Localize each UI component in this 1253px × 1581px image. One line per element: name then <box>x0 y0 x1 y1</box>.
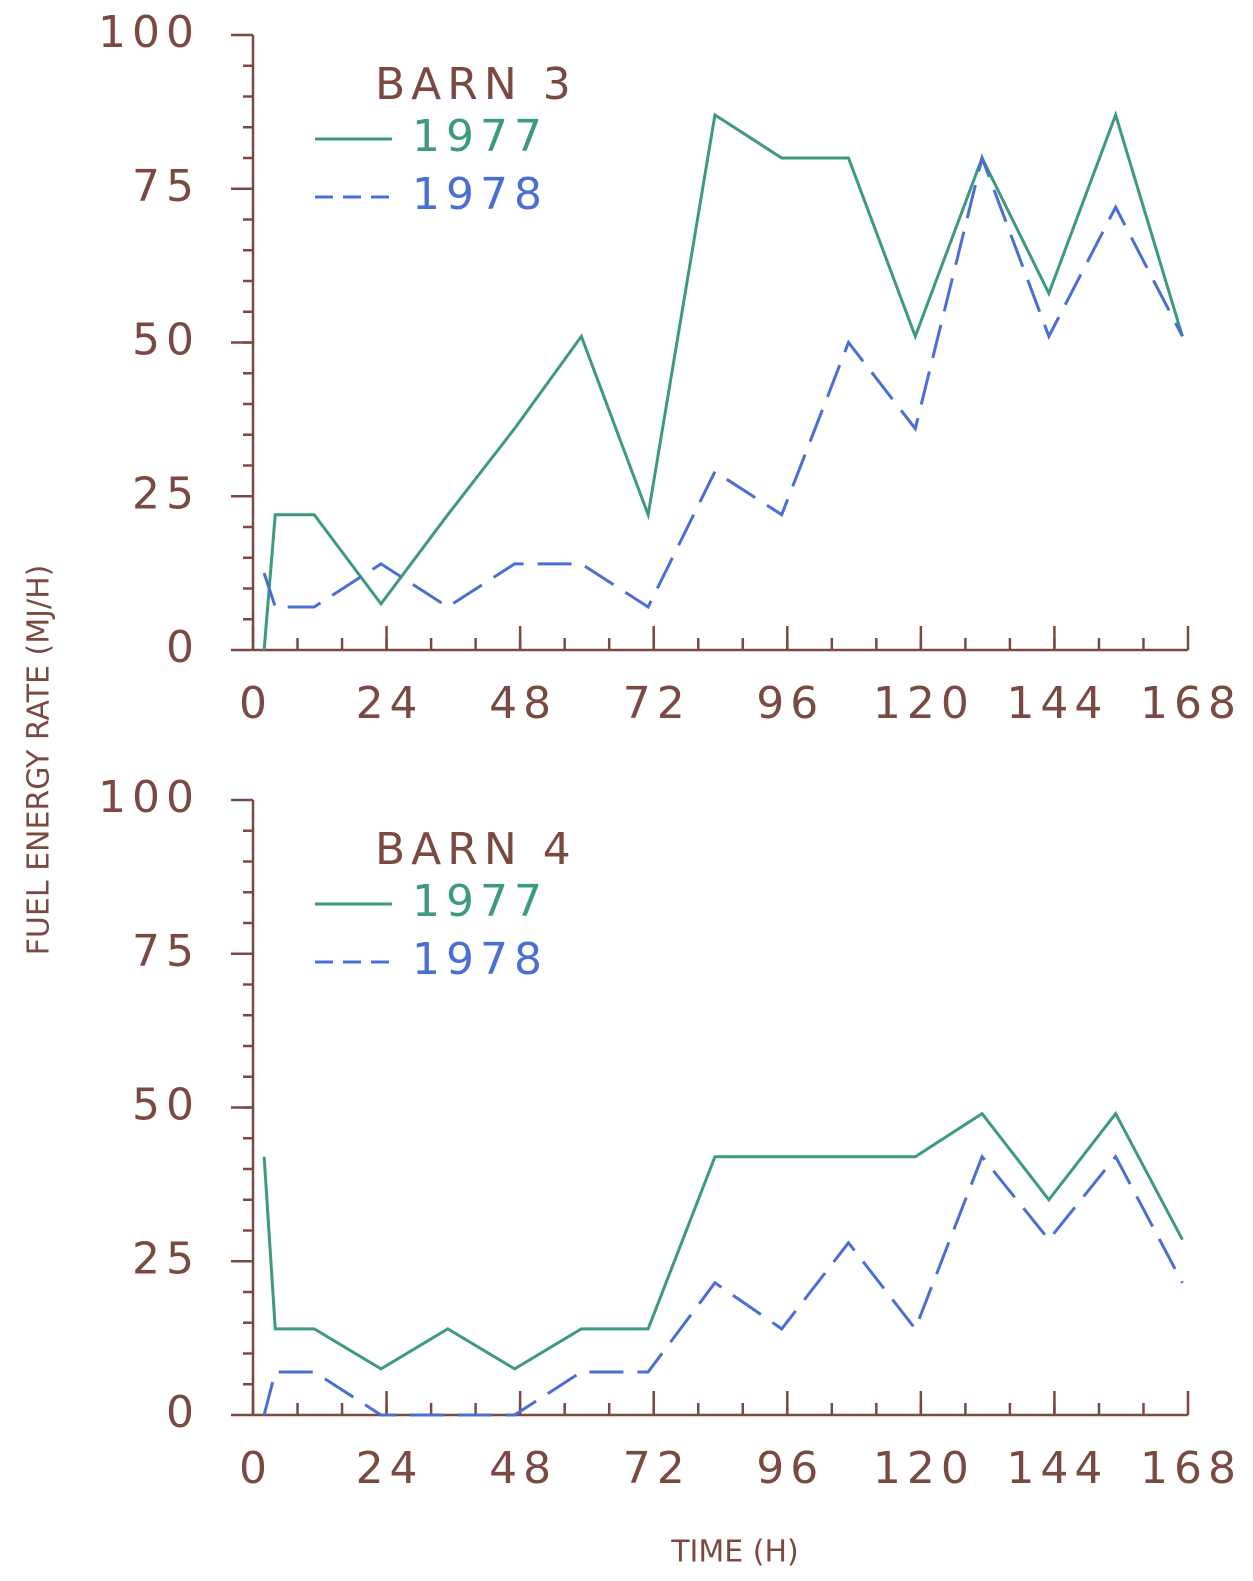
y-tick-label: 25 <box>132 1233 200 1284</box>
legend-label: 1978 <box>412 934 548 985</box>
legend-title: BARN 3 <box>375 59 577 110</box>
y-tick-label: 0 <box>166 1387 200 1438</box>
legend-label: 1977 <box>412 876 548 927</box>
x-tick-label: 168 <box>1140 678 1242 729</box>
x-axis-label: TIME (H) <box>670 1535 799 1570</box>
legend-title: BARN 4 <box>375 824 577 875</box>
y-axis-label: FUEL ENERGY RATE (MJ/H) <box>22 565 57 956</box>
x-tick-label: 168 <box>1140 1443 1242 1494</box>
data-line <box>262 110 1184 651</box>
x-tick-label: 0 <box>239 678 273 729</box>
y-tick-label: 0 <box>166 622 200 673</box>
x-tick-label: 72 <box>623 1443 691 1494</box>
y-tick-label: 100 <box>98 7 200 58</box>
y-tick-label: 100 <box>98 772 200 823</box>
data-line <box>262 152 1184 610</box>
y-tick-label: 75 <box>132 161 200 212</box>
x-tick-label: 48 <box>489 678 557 729</box>
x-tick-label: 24 <box>356 1443 424 1494</box>
data-line <box>262 1153 1184 1417</box>
x-tick-label: 96 <box>756 678 824 729</box>
y-tick-label: 75 <box>132 926 200 977</box>
x-tick-label: 120 <box>873 1443 975 1494</box>
x-tick-label: 120 <box>873 678 975 729</box>
x-tick-label: 72 <box>623 678 691 729</box>
x-tick-label: 0 <box>239 1443 273 1494</box>
x-tick-label: 24 <box>356 678 424 729</box>
y-tick-label: 50 <box>132 1080 200 1131</box>
data-line <box>262 1110 1184 1371</box>
y-tick-label: 25 <box>132 468 200 519</box>
x-tick-label: 144 <box>1006 678 1108 729</box>
legend-label: 1977 <box>412 111 548 162</box>
x-tick-label: 48 <box>489 1443 557 1494</box>
x-tick-label: 144 <box>1006 1443 1108 1494</box>
y-tick-label: 50 <box>132 315 200 366</box>
x-tick-label: 96 <box>756 1443 824 1494</box>
legend-label: 1978 <box>412 169 548 220</box>
